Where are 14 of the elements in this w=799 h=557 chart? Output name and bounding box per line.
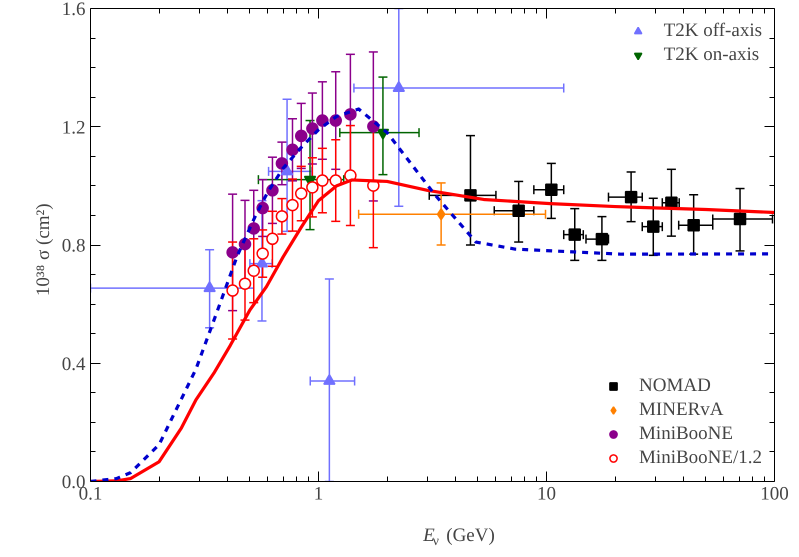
x-tick-label: 1: [314, 484, 324, 504]
legend-label: NOMAD: [639, 375, 711, 397]
y-tick-label: 0.4: [62, 354, 86, 375]
legend-label: MiniBooNE: [639, 423, 733, 445]
legend-label: T2K off-axis: [664, 20, 762, 42]
y-tick-label: 0.8: [62, 236, 86, 256]
y-axis-title: 10³⁸ σ (cm²): [32, 203, 54, 296]
y-tick-label: 1.2: [62, 117, 86, 138]
legend-label: MINERvA: [639, 399, 724, 421]
x-tick-label: 100: [760, 484, 789, 504]
y-tick-label: 1.6: [62, 0, 86, 20]
x-tick-label: 10: [537, 484, 556, 504]
legend-label: T2K on-axis: [664, 44, 760, 66]
legend-label: MiniBooNE/1.2: [639, 447, 762, 469]
